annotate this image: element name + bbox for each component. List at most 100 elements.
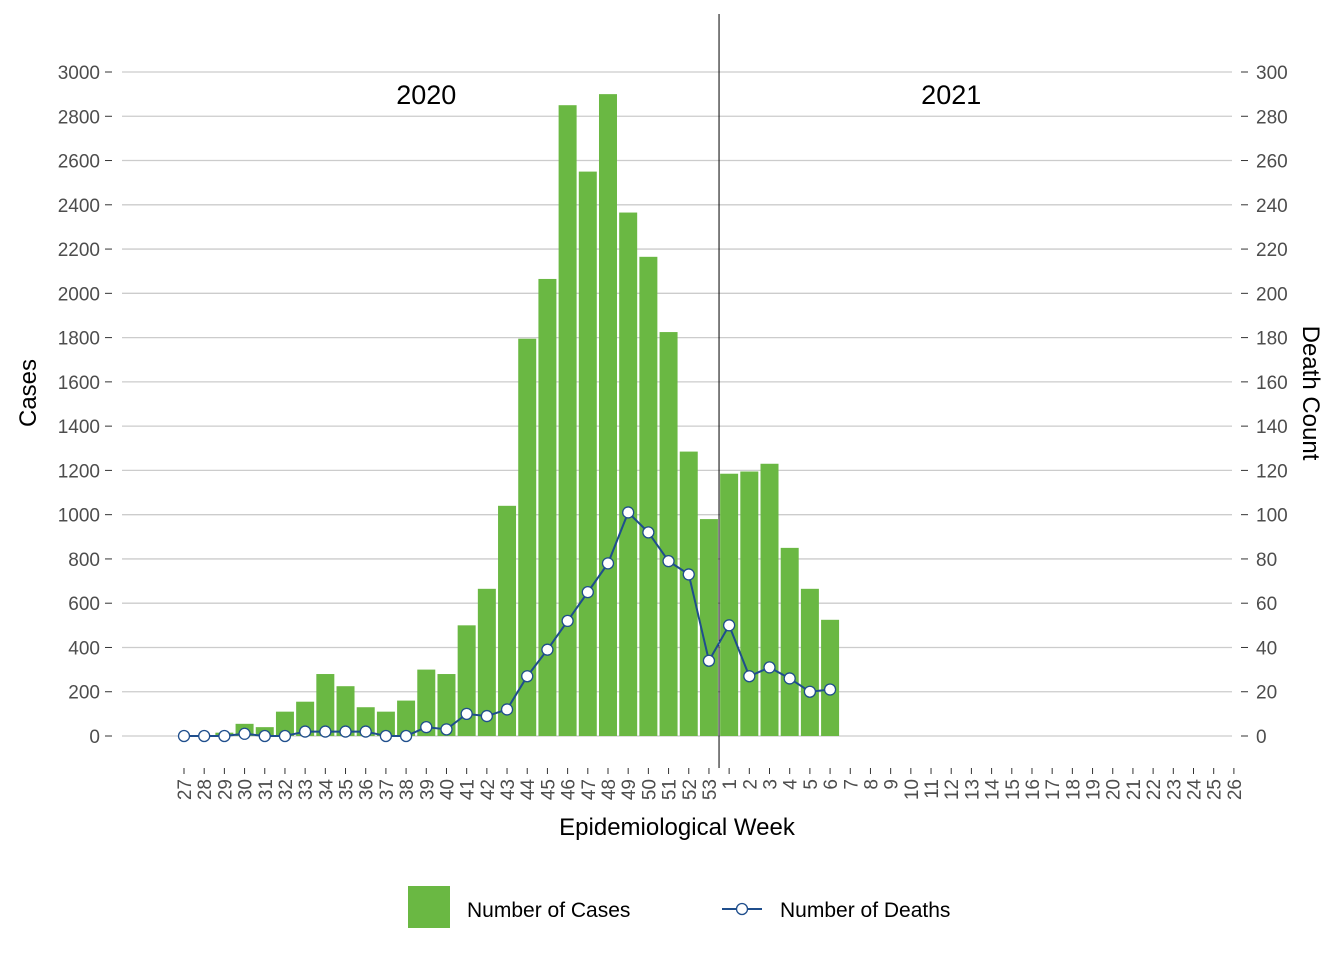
case-bar-48 — [598, 94, 617, 737]
death-point-40 — [440, 723, 453, 736]
case-bar-40 — [437, 674, 456, 736]
left-tick-label-9: 1800 — [58, 329, 100, 350]
death-point-31 — [258, 729, 271, 743]
x-tick-label-49: 49 — [619, 779, 640, 800]
x-tick-label-11: 11 — [922, 779, 943, 799]
death-point-52 — [682, 568, 695, 581]
x-tick-label-52: 52 — [680, 779, 701, 800]
y-axis-title: Cases — [15, 359, 42, 427]
case-bar-4 — [780, 547, 799, 736]
death-point-41 — [460, 707, 473, 721]
year-label-2020: 2020 — [396, 80, 456, 110]
death-point-53 — [702, 654, 716, 667]
legend-cases-swatch — [408, 886, 450, 928]
y2-axis-title: Death Count — [1297, 326, 1324, 461]
x-tick-label-45: 45 — [538, 779, 559, 800]
legend: Number of Cases Number of Deaths — [408, 886, 950, 928]
x-tick-label-2: 2 — [740, 779, 761, 790]
case-bars — [195, 94, 840, 737]
x-tick-label-47: 47 — [579, 779, 600, 800]
case-bar-35 — [336, 686, 355, 736]
x-tick-label-8: 8 — [861, 779, 882, 790]
case-bar-42 — [477, 588, 496, 736]
right-tick-label-8: 160 — [1256, 373, 1288, 394]
x-tick-label-51: 51 — [660, 779, 681, 800]
x-tick-label-19: 19 — [1084, 779, 1105, 800]
right-y-axis: 0 20 40 60 80 100 120 140 160 180 200 220 240 260 280 3… — [1241, 63, 1288, 748]
left-tick-label-4: 800 — [68, 550, 100, 571]
death-point-44 — [521, 670, 534, 683]
death-point-46 — [561, 614, 574, 628]
year-label-2021: 2021 — [921, 80, 981, 110]
year-labels: 2020 2021 — [396, 80, 981, 110]
death-point-39 — [420, 720, 433, 734]
x-tick-label-28: 28 — [195, 779, 216, 800]
x-tick-label-7: 7 — [841, 779, 862, 790]
x-tick-label-5: 5 — [801, 779, 822, 790]
x-tick-label-10: 10 — [902, 779, 923, 800]
left-tick-label-1: 200 — [68, 683, 100, 704]
x-tick-label-43: 43 — [498, 779, 519, 800]
left-tick-label-12: 2400 — [58, 196, 100, 217]
case-bar-50 — [639, 256, 658, 736]
death-point-47 — [581, 585, 594, 599]
death-point-49 — [622, 506, 635, 519]
x-tick-label-33: 33 — [296, 779, 317, 800]
case-bar-41 — [457, 625, 476, 736]
death-point-42 — [480, 709, 494, 723]
case-bar-52 — [679, 451, 698, 736]
case-bar-53 — [699, 519, 718, 736]
death-point-32 — [278, 729, 292, 743]
x-tick-label-23: 23 — [1164, 779, 1185, 800]
death-point-27 — [177, 729, 191, 743]
x-tick-label-36: 36 — [357, 779, 378, 800]
right-tick-label-3: 60 — [1256, 594, 1277, 615]
x-tick-label-46: 46 — [559, 779, 580, 800]
x-tick-label-53: 53 — [700, 779, 721, 800]
death-point-37 — [379, 729, 393, 743]
death-point-5 — [803, 685, 817, 698]
death-point-33 — [298, 725, 312, 738]
death-point-48 — [601, 557, 615, 570]
x-tick-label-37: 37 — [377, 779, 398, 800]
x-tick-label-25: 25 — [1205, 779, 1226, 800]
x-tick-label-21: 21 — [1124, 779, 1145, 800]
left-tick-label-15: 3000 — [58, 63, 100, 84]
x-tick-label-20: 20 — [1104, 779, 1125, 800]
death-point-4 — [783, 672, 796, 685]
x-tick-label-40: 40 — [437, 779, 458, 800]
case-bar-5 — [800, 588, 819, 736]
x-tick-label-48: 48 — [599, 779, 620, 800]
right-tick-label-0: 0 — [1256, 727, 1267, 748]
x-tick-label-18: 18 — [1063, 779, 1084, 800]
death-point-3 — [763, 661, 776, 674]
x-tick-label-24: 24 — [1185, 779, 1206, 801]
right-tick-label-2: 40 — [1256, 638, 1277, 659]
death-point-2 — [743, 670, 756, 683]
case-bar-43 — [498, 505, 517, 736]
case-bar-44 — [518, 338, 537, 736]
death-point-51 — [662, 554, 675, 568]
case-bar-38 — [397, 700, 416, 736]
right-tick-label-11: 220 — [1256, 240, 1288, 261]
x-tick-label-32: 32 — [276, 779, 297, 800]
x-axis: 27 28 29 30 31 32 33 34 35 36 37 38 39 40 41 42 43 44 45 46… — [175, 768, 1246, 800]
left-tick-label-0: 0 — [89, 727, 100, 748]
x-tick-label-14: 14 — [983, 779, 1004, 801]
x-tick-label-27: 27 — [175, 779, 196, 800]
left-tick-label-11: 2200 — [58, 240, 100, 261]
death-point-28 — [198, 729, 211, 743]
case-bar-32 — [275, 711, 294, 736]
x-tick-label-30: 30 — [236, 779, 257, 800]
case-bar-2 — [740, 471, 759, 736]
case-bar-51 — [659, 332, 678, 736]
legend-deaths-label: Number of Deaths — [780, 899, 950, 922]
left-tick-label-7: 1400 — [58, 417, 100, 438]
x-tick-label-44: 44 — [518, 779, 539, 801]
death-point-38 — [399, 729, 413, 743]
death-point-35 — [339, 725, 352, 738]
x-tick-label-35: 35 — [337, 779, 358, 800]
case-bar-34 — [316, 674, 335, 736]
x-tick-label-1: 1 — [720, 779, 741, 790]
